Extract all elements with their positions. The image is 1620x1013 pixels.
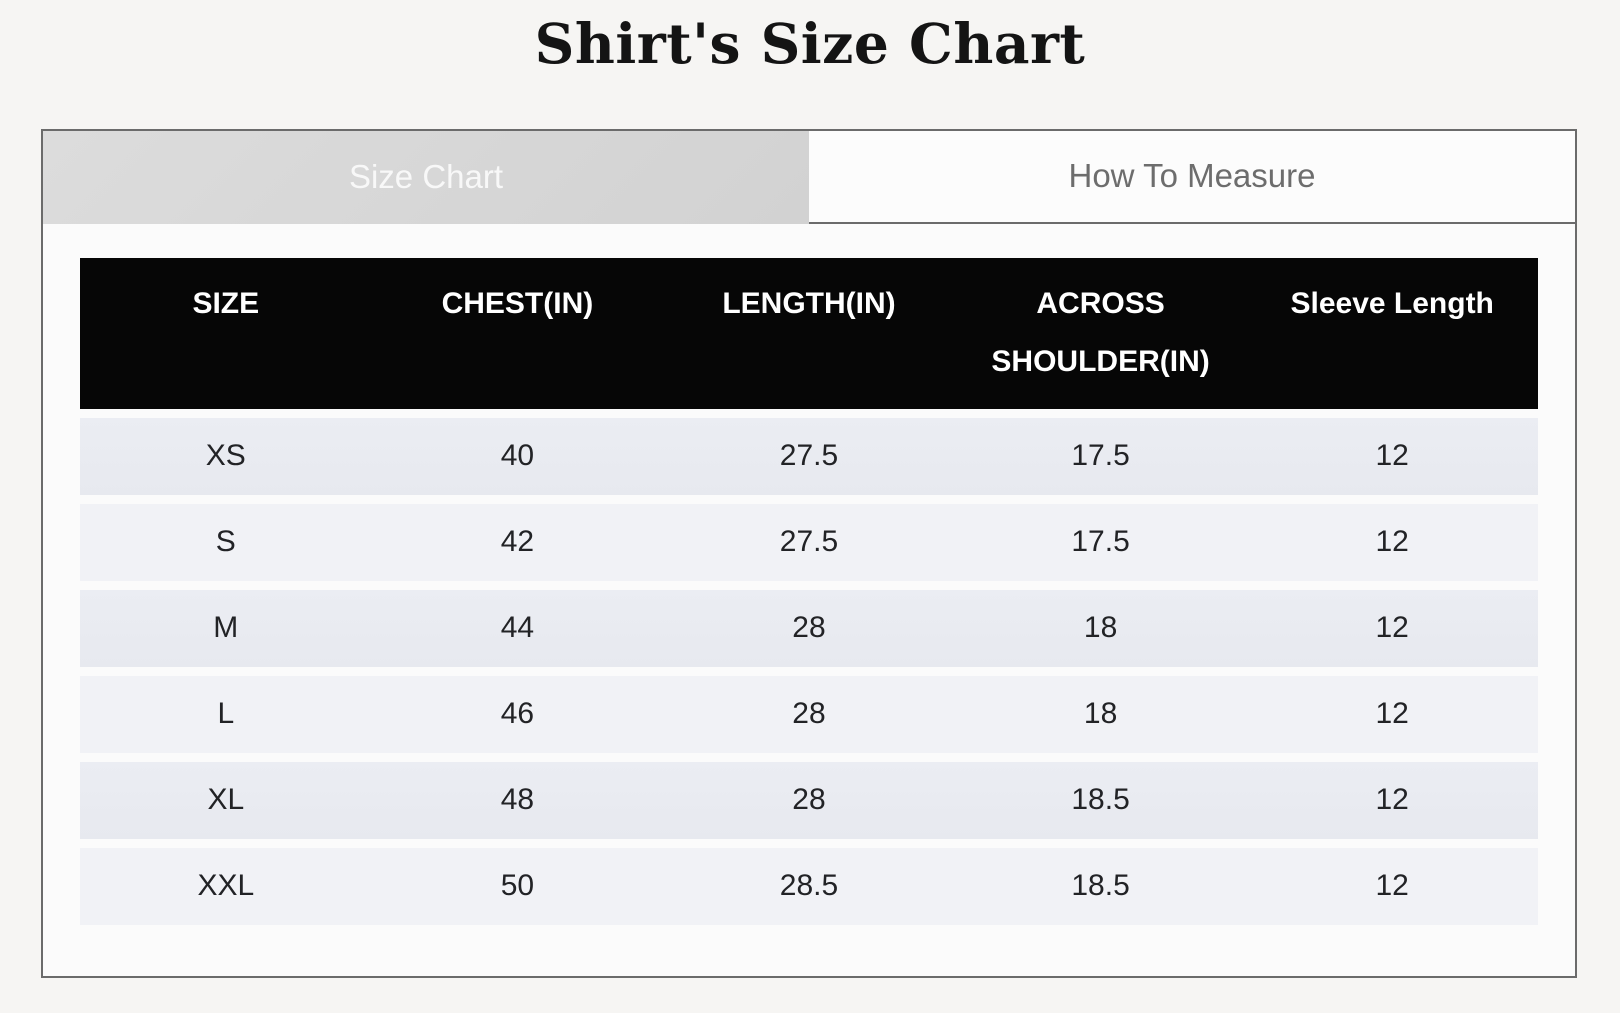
size-cell: L — [80, 675, 372, 753]
table-row: XXL 50 28.5 18.5 12 — [80, 847, 1538, 925]
measurement-cell: 17.5 — [954, 417, 1247, 495]
measurement-cell: 27.5 — [663, 417, 955, 495]
measurement-cell: 12 — [1246, 417, 1538, 495]
measurement-cell: 46 — [371, 675, 664, 753]
size-cell: XS — [80, 417, 372, 495]
table-row: XS 40 27.5 17.5 12 — [80, 417, 1538, 495]
column-header-across-shoulder: ACROSS SHOULDER(IN) — [954, 257, 1247, 409]
measurement-cell: 28 — [663, 675, 955, 753]
measurement-cell: 18 — [954, 589, 1247, 667]
measurement-cell: 12 — [1246, 589, 1538, 667]
size-chart-widget: Size Chart How To Measure SIZE CHEST(IN)… — [41, 128, 1577, 978]
measurement-cell: 50 — [371, 847, 664, 925]
measurement-cell: 28.5 — [663, 847, 955, 925]
page-title: Shirt's Size Chart — [534, 11, 1086, 76]
column-header-size: SIZE — [80, 257, 372, 409]
measurement-cell: 12 — [1246, 503, 1538, 581]
size-table-body: XS 40 27.5 17.5 12 S 42 27.5 17.5 12 M 44 28 18 12 L 46 2… — [80, 417, 1538, 925]
measurement-cell: 18.5 — [954, 761, 1247, 839]
size-cell: M — [80, 589, 372, 667]
measurement-cell: 42 — [371, 503, 664, 581]
table-header-row: SIZE CHEST(IN) LENGTH(IN) ACROSS SHOULDE… — [80, 257, 1538, 409]
tab-panel-size-chart: SIZE CHEST(IN) LENGTH(IN) ACROSS SHOULDE… — [43, 224, 1575, 934]
table-row: XL 48 28 18.5 12 — [80, 761, 1538, 839]
measurement-cell: 48 — [371, 761, 664, 839]
measurement-cell: 12 — [1246, 847, 1538, 925]
column-header-chest: CHEST(IN) — [371, 257, 664, 409]
measurement-cell: 12 — [1246, 761, 1538, 839]
table-row: S 42 27.5 17.5 12 — [80, 503, 1538, 581]
measurement-cell: 28 — [663, 761, 955, 839]
table-row: M 44 28 18 12 — [80, 589, 1538, 667]
measurement-cell: 18 — [954, 675, 1247, 753]
measurement-cell: 44 — [371, 589, 664, 667]
measurement-cell: 27.5 — [663, 503, 955, 581]
size-cell: S — [80, 503, 372, 581]
measurement-cell: 40 — [371, 417, 664, 495]
table-row: L 46 28 18 12 — [80, 675, 1538, 753]
size-cell: XXL — [80, 847, 372, 925]
measurement-cell: 18.5 — [954, 847, 1247, 925]
measurement-cell: 12 — [1246, 675, 1538, 753]
column-header-length: LENGTH(IN) — [663, 257, 955, 409]
measurement-cell: 28 — [663, 589, 955, 667]
tab-bar: Size Chart How To Measure — [43, 130, 1575, 224]
size-cell: XL — [80, 761, 372, 839]
tab-how-to-measure[interactable]: How To Measure — [809, 130, 1575, 224]
measurement-cell: 17.5 — [954, 503, 1247, 581]
column-header-sleeve-length: Sleeve Length — [1246, 257, 1538, 409]
size-table: SIZE CHEST(IN) LENGTH(IN) ACROSS SHOULDE… — [80, 249, 1538, 934]
tab-size-chart[interactable]: Size Chart — [43, 130, 809, 224]
